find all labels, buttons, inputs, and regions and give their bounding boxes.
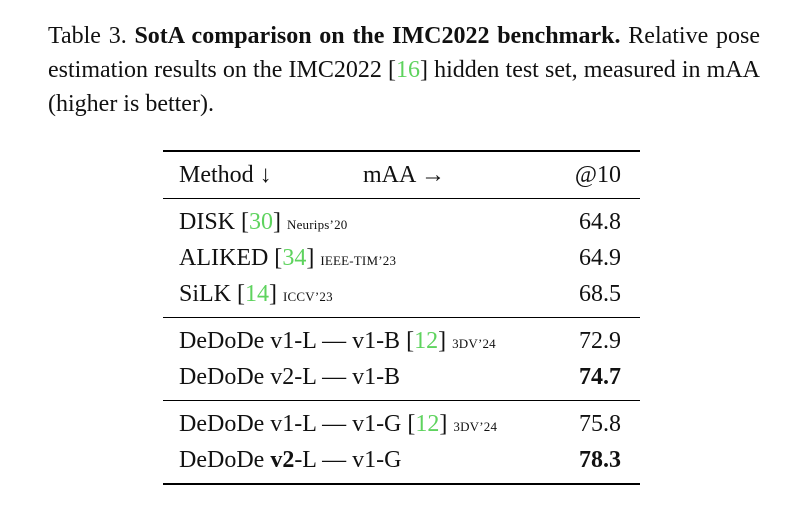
value-cell-best: 74.7: [579, 364, 621, 390]
caption-label: Table 3.: [48, 23, 127, 49]
citation-link[interactable]: 12: [415, 411, 440, 437]
results-table: Method ↓ mAA → @10 DISK [30] Neurips’20 …: [163, 150, 640, 485]
citation-link[interactable]: 30: [249, 209, 273, 235]
bottom-rule: [163, 483, 640, 485]
value-cell: 64.8: [579, 209, 621, 235]
value-cell-best: 78.3: [579, 447, 621, 473]
method-cell: DeDoDe v2-L — v1-G: [179, 447, 402, 473]
header-row: Method ↓ mAA → @10: [163, 152, 640, 198]
table-caption: Table 3. SotA comparison on the IMC2022 …: [48, 19, 760, 121]
header-method: Method ↓: [179, 162, 272, 188]
table-row: DeDoDe v2-L — v1-G 78.3: [163, 442, 640, 478]
citation-link[interactable]: 14: [245, 281, 269, 307]
method-cell: SiLK [14] ICCV’23: [179, 281, 333, 307]
header-threshold: @10: [574, 162, 621, 188]
group-baselines: DISK [30] Neurips’20 64.8 ALIKED [34] IE…: [163, 199, 640, 317]
table-row: DeDoDe v1-L — v1-B [12] 3DV’24 72.9: [163, 323, 640, 359]
caption-text: Relative pose estimation results on the …: [48, 23, 760, 83]
group-rule: [163, 317, 640, 318]
venue-label: 3DV’24: [453, 419, 498, 434]
caption-text-end: ] hidden test set, measured in mAA (high…: [48, 57, 760, 117]
caption-title: SotA comparison on the IMC2022 benchmark…: [134, 23, 621, 49]
citation-link[interactable]: 12: [414, 328, 439, 354]
table-row: DISK [30] Neurips’20 64.8: [163, 204, 640, 240]
table-row: SiLK [14] ICCV’23 68.5: [163, 276, 640, 312]
value-cell: 75.8: [579, 411, 621, 437]
venue-label: IEEE-TIM’23: [320, 253, 397, 268]
value-cell: 68.5: [579, 281, 621, 307]
header-metric: mAA →: [363, 162, 446, 188]
method-cell: DISK [30] Neurips’20: [179, 209, 348, 235]
citation-link[interactable]: 34: [282, 245, 307, 271]
method-cell: DeDoDe v1-L — v1-G [12] 3DV’24: [179, 411, 498, 437]
venue-label: Neurips’20: [287, 217, 348, 232]
method-cell: DeDoDe v2-L — v1-B: [179, 364, 401, 390]
table-row: DeDoDe v1-L — v1-G [12] 3DV’24 75.8: [163, 406, 640, 442]
table-row: DeDoDe v2-L — v1-B 74.7: [163, 359, 640, 395]
group-v1g: DeDoDe v1-L — v1-G [12] 3DV’24 75.8 DeDo…: [163, 401, 640, 483]
group-rule: [163, 400, 640, 401]
caption-citation-link[interactable]: 16: [395, 57, 420, 83]
method-cell: DeDoDe v1-L — v1-B [12] 3DV’24: [179, 328, 496, 354]
venue-label: ICCV’23: [283, 289, 333, 304]
venue-label: 3DV’24: [452, 336, 496, 351]
table-row: ALIKED [34] IEEE-TIM’23 64.9: [163, 240, 640, 276]
method-cell: ALIKED [34] IEEE-TIM’23: [179, 245, 397, 271]
group-v1b: DeDoDe v1-L — v1-B [12] 3DV’24 72.9 DeDo…: [163, 318, 640, 400]
header-rule: [163, 198, 640, 199]
value-cell: 72.9: [579, 328, 621, 354]
top-rule: [163, 150, 640, 152]
value-cell: 64.9: [579, 245, 621, 271]
